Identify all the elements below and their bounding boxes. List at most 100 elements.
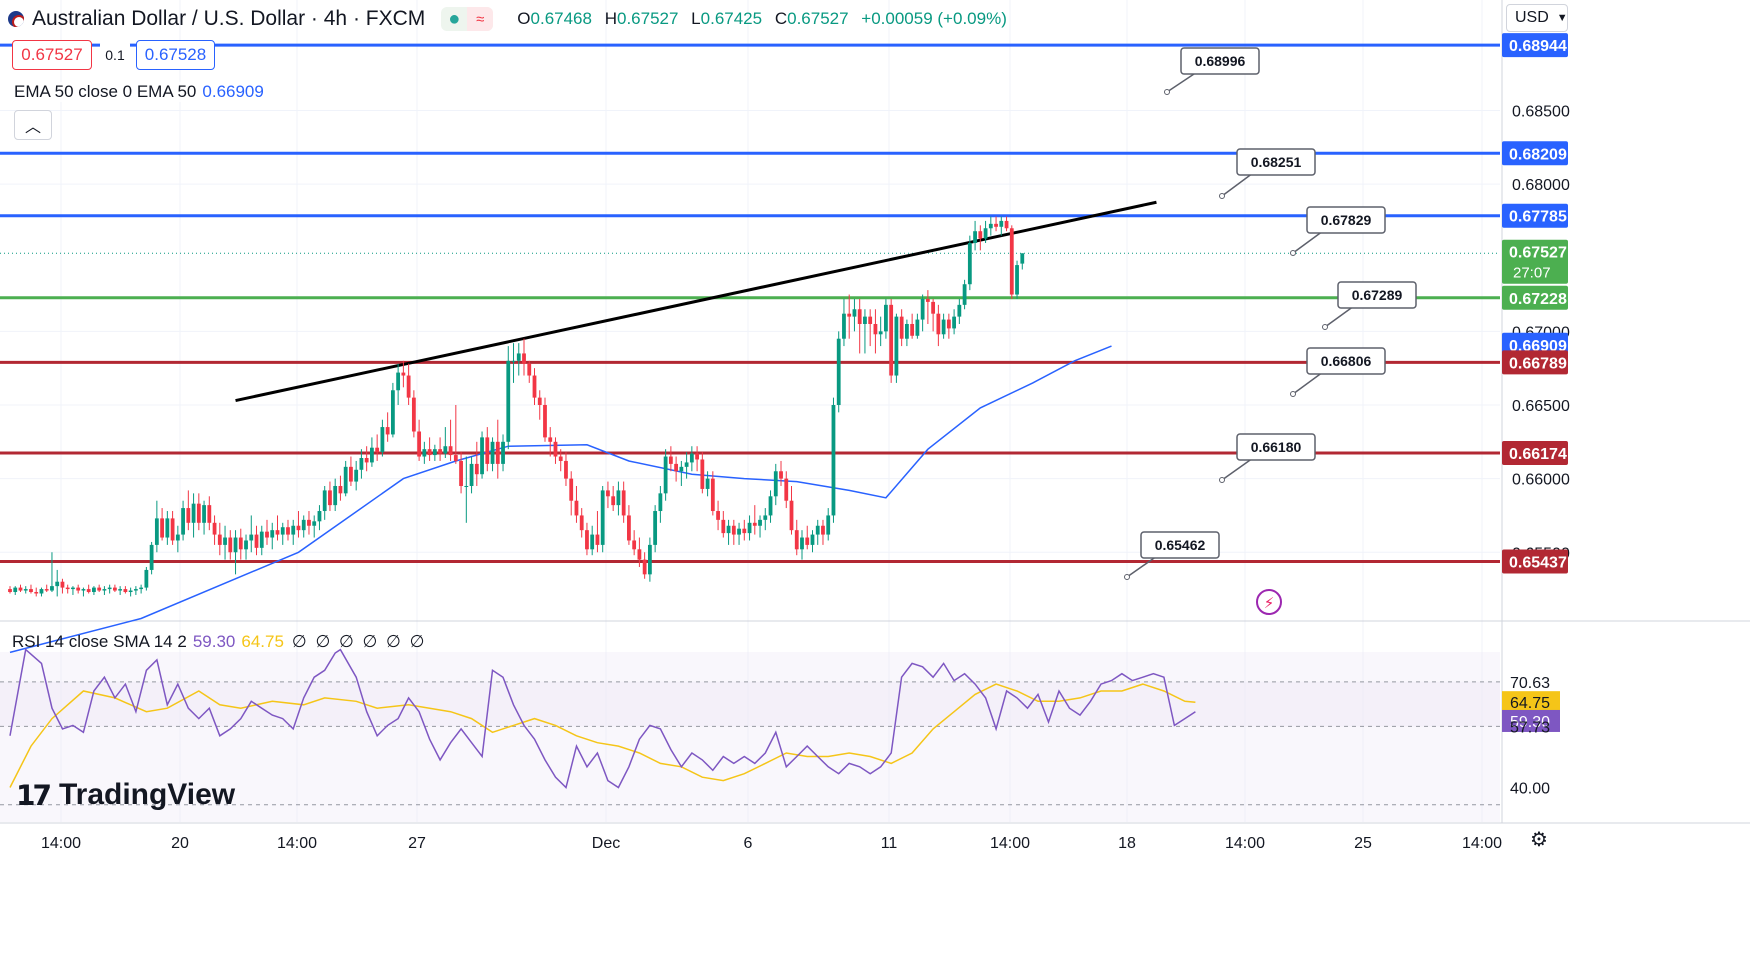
candle-body: [716, 511, 720, 520]
candle-body: [259, 531, 264, 548]
candle-body: [238, 537, 243, 550]
callout-box: [1236, 148, 1316, 176]
brand-name: TradingView: [58, 778, 236, 811]
candle-body: [270, 530, 275, 538]
candle-body: [642, 559, 647, 575]
candle-body: [501, 441, 505, 464]
x-tick-label: 11: [881, 835, 898, 852]
candle-body: [149, 544, 154, 570]
candle-body: [653, 511, 658, 545]
ema-legend[interactable]: EMA 50 close 0 EMA 50 0.66909: [12, 82, 266, 102]
candle-body: [60, 581, 65, 588]
price-tag-label: 0.67785: [1509, 209, 1567, 226]
candle-body: [532, 375, 537, 398]
candle-body: [370, 447, 374, 463]
candle-body: [627, 515, 631, 541]
y-tick-label: 0.68500: [1512, 103, 1570, 120]
candle-body: [836, 338, 841, 405]
currency-select[interactable]: USD ▼: [1506, 4, 1568, 32]
candle-body: [931, 301, 936, 314]
candle-body: [805, 537, 810, 545]
rsi-tick-label: 57.73: [1510, 719, 1550, 736]
candle-body: [244, 540, 248, 550]
collapse-legend-button[interactable]: ︿: [14, 110, 52, 140]
ohlc-values: O0.67468 H0.67527 L0.67425 C0.67527 +0.0…: [517, 9, 1007, 28]
candle-body: [889, 304, 894, 376]
candle-body: [821, 525, 825, 535]
ema-legend-value: 0.66909: [202, 82, 264, 101]
candle-body: [343, 466, 348, 494]
candle-body: [432, 449, 437, 456]
candle-body: [600, 490, 605, 545]
callout-pointer: [1221, 172, 1254, 197]
candle-body: [574, 500, 579, 516]
candle-body: [983, 228, 988, 239]
candle-body: [312, 521, 317, 526]
x-tick-label: 20: [171, 835, 189, 852]
rsi-value-label: 64.75: [1510, 695, 1550, 712]
symbol-title[interactable]: Australian Dollar / U.S. Dollar · 4h · F…: [32, 7, 426, 30]
candle-body: [317, 511, 322, 522]
candle-body: [925, 298, 930, 302]
rsi-legend[interactable]: RSI 14 close SMA 14 2 59.30 64.75 ∅ ∅ ∅ ∅ ∅…: [12, 632, 426, 652]
candle-body: [349, 466, 353, 482]
callout-pointer: [1166, 71, 1198, 93]
candle-body: [569, 478, 574, 501]
callout-anchor: [1290, 391, 1296, 397]
candle-body: [831, 404, 836, 516]
candle-body: [637, 549, 642, 560]
candle-body: [196, 503, 201, 523]
candle-body: [852, 309, 857, 317]
candle-body: [527, 363, 532, 376]
candle-body: [988, 223, 993, 229]
candle-body: [417, 431, 422, 457]
candle-body: [747, 522, 752, 534]
callout-label: 0.66806: [1321, 353, 1372, 369]
candle-body: [438, 449, 442, 454]
x-tick-label: 14:00: [1462, 835, 1502, 852]
callout-label: 0.67829: [1321, 212, 1372, 228]
candle-body: [543, 404, 547, 438]
candle-body: [490, 441, 495, 464]
price-tag: [1502, 33, 1568, 58]
buy-button[interactable]: 0.67528: [136, 40, 215, 70]
tradingview-logo: 𝟭𝟳 TradingView: [16, 778, 235, 812]
settings-button[interactable]: ⚙: [1528, 828, 1550, 851]
candle-body: [863, 316, 867, 324]
rsi-legend-value: 59.30: [192, 632, 236, 651]
candle-body: [663, 456, 668, 494]
candle-body: [427, 449, 432, 456]
tradingview-logo-icon: 𝟭𝟳: [16, 779, 52, 811]
candle-body: [191, 503, 196, 523]
candle-body: [29, 589, 33, 593]
x-tick-label: Dec: [592, 835, 620, 852]
candle-body: [217, 534, 222, 545]
settings-icon: ⚙: [1530, 828, 1548, 851]
candle-body: [301, 519, 306, 531]
candle-body: [212, 522, 217, 535]
callout-pointer: [1221, 457, 1254, 481]
candle-body: [920, 298, 925, 320]
candle-body: [873, 323, 878, 335]
candle-body: [999, 220, 1004, 227]
ema-legend-label: EMA 50 close 0 EMA 50: [14, 82, 197, 101]
candle-body: [962, 284, 967, 305]
callout-box: [1337, 281, 1417, 309]
x-tick-label: 14:00: [277, 835, 317, 852]
candle-body: [894, 316, 899, 376]
candle-body: [779, 471, 783, 479]
candle-body: [202, 505, 206, 523]
candle-body: [868, 316, 873, 324]
candle-body: [307, 519, 311, 526]
rsi-value-tag: [1502, 691, 1560, 714]
candle-body: [18, 587, 23, 591]
sell-button[interactable]: 0.67527: [12, 40, 92, 70]
x-tick-label: 27: [408, 835, 426, 852]
candle-body: [1020, 253, 1025, 264]
candle-body: [721, 519, 726, 534]
candle-body: [800, 537, 804, 550]
market-status[interactable]: ● ≈: [441, 7, 494, 31]
candle-body: [737, 528, 741, 535]
callout-box: [1180, 47, 1260, 75]
